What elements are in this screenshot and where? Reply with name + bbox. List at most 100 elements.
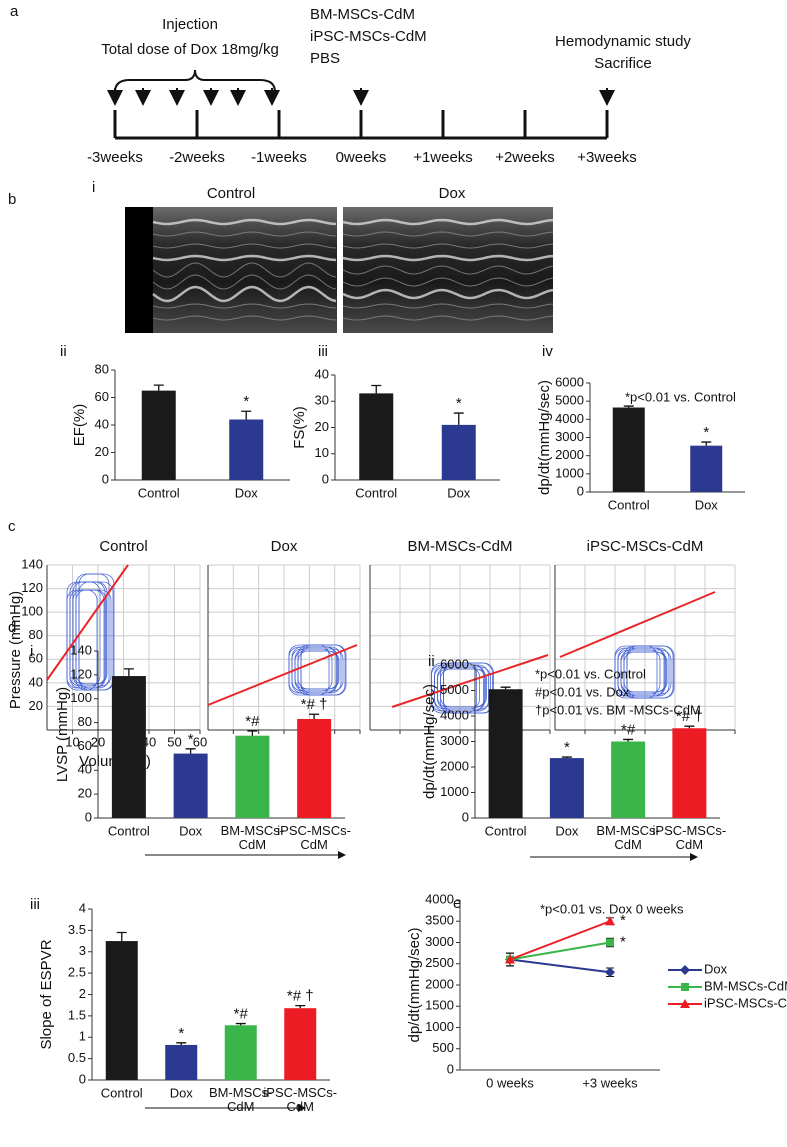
legend-label: iPSC-MSCs-CdM	[704, 995, 787, 1010]
bar	[672, 728, 707, 818]
bar	[165, 1044, 198, 1080]
y-axis-label: EF(%)	[71, 404, 88, 447]
x-tick-label: Control	[485, 823, 527, 838]
x-tick-label: Dox	[235, 485, 259, 500]
pv-loop	[617, 649, 661, 695]
y-tick-label: 3000	[440, 733, 469, 748]
significance: *#	[621, 721, 636, 738]
y-axis-label: dp/dt(mmHg/sec)	[421, 684, 438, 799]
error-bar	[371, 384, 382, 394]
significance: *	[620, 912, 626, 929]
endpoint: Hemodynamic study	[555, 33, 691, 50]
significance: *# †	[287, 988, 314, 1005]
x-tick-label: Control	[138, 485, 180, 500]
significance: *	[620, 933, 626, 950]
pv-title: Control	[99, 538, 147, 555]
week-label: 0weeks	[336, 149, 387, 166]
significance: *#	[234, 1006, 249, 1023]
x-tick-label: 0 weeks	[486, 1075, 534, 1090]
series-line	[509, 941, 611, 961]
error-bar	[623, 405, 634, 408]
echo-image	[125, 207, 337, 333]
x-tick-label: 50	[167, 734, 181, 749]
echo-band	[342, 243, 554, 249]
panel-label: e	[453, 895, 461, 912]
pv-loop	[437, 668, 487, 708]
echo-band	[152, 285, 337, 303]
y-tick-label: 3000	[555, 429, 584, 444]
y-tick-label: 2000	[555, 447, 584, 462]
marker	[605, 967, 615, 978]
bar	[549, 758, 584, 818]
espvr-line	[391, 654, 549, 708]
week-label: +3weeks	[577, 149, 637, 166]
x-tick-label: Control	[355, 485, 397, 500]
error-bar	[116, 931, 127, 942]
pv-loop	[72, 581, 108, 685]
y-tick-label: 0	[79, 1071, 86, 1086]
significance: *	[243, 393, 249, 410]
y-tick-label: 20	[78, 786, 92, 801]
error-bar	[701, 441, 712, 446]
error-bar	[623, 738, 634, 742]
bar	[612, 407, 645, 492]
error-bar	[309, 713, 320, 719]
x-tick-label: Dox	[179, 823, 203, 838]
sub-label: iii	[30, 896, 40, 913]
echo-band	[342, 315, 554, 321]
bar	[229, 419, 264, 480]
y-tick-label: 2500	[425, 955, 454, 970]
y-tick-label: 3	[79, 943, 86, 958]
echo-band	[342, 303, 554, 309]
y-tick-label: 500	[432, 1040, 454, 1055]
sub-label: iii	[318, 343, 328, 360]
bar	[441, 424, 476, 480]
y-tick-label: 1.5	[68, 1007, 86, 1022]
echo-band	[152, 243, 337, 249]
sub-label: ii	[428, 653, 435, 670]
panel-label: b	[8, 191, 16, 208]
legend-label: BM-MSCs-CdM	[704, 978, 787, 993]
y-tick-label: 10	[315, 445, 329, 460]
echo-band	[342, 231, 554, 237]
echo-band	[152, 231, 337, 237]
x-tick-label: 10	[65, 734, 79, 749]
y-axis-label: Slope of ESPVR	[38, 939, 55, 1049]
y-tick-label: 0.5	[68, 1050, 86, 1065]
y-tick-label: 3500	[425, 913, 454, 928]
note: *p<0.01 vs. Control	[535, 666, 646, 681]
x-tick-label: +3 weeks	[582, 1075, 638, 1090]
bar	[235, 735, 270, 818]
week-label: -2weeks	[169, 149, 225, 166]
y-tick-label: 80	[78, 714, 92, 729]
y-tick-label: 2000	[440, 758, 469, 773]
bar	[224, 1025, 257, 1080]
y-tick-label: 120	[21, 580, 43, 595]
x-tick-label: BM-MSCs-CdM	[596, 823, 660, 852]
y-tick-label: 1000	[555, 465, 584, 480]
error-bar	[684, 725, 695, 729]
espvr-line	[207, 644, 358, 706]
y-tick-label: 20	[95, 444, 109, 459]
bar	[141, 390, 176, 480]
error-bar	[185, 748, 196, 754]
y-tick-label: 40	[29, 674, 43, 689]
bar	[111, 676, 146, 818]
echo-band	[152, 315, 337, 321]
y-tick-label: 100	[21, 604, 43, 619]
pv-loop	[440, 662, 494, 714]
y-axis-label: dp/dt(mmHg/sec)	[536, 380, 553, 495]
y-tick-label: 5000	[555, 393, 584, 408]
significance: *	[178, 1025, 184, 1042]
week-label: +2weeks	[495, 149, 555, 166]
bar	[105, 941, 138, 1080]
y-tick-label: 4	[79, 900, 86, 915]
y-tick-label: 80	[95, 361, 109, 376]
y-tick-label: 0	[462, 809, 469, 824]
error-bar	[247, 730, 258, 736]
legend-marker	[680, 965, 690, 975]
y-tick-label: 140	[70, 642, 92, 657]
bar	[611, 741, 646, 818]
x-tick-label: 60	[193, 734, 207, 749]
